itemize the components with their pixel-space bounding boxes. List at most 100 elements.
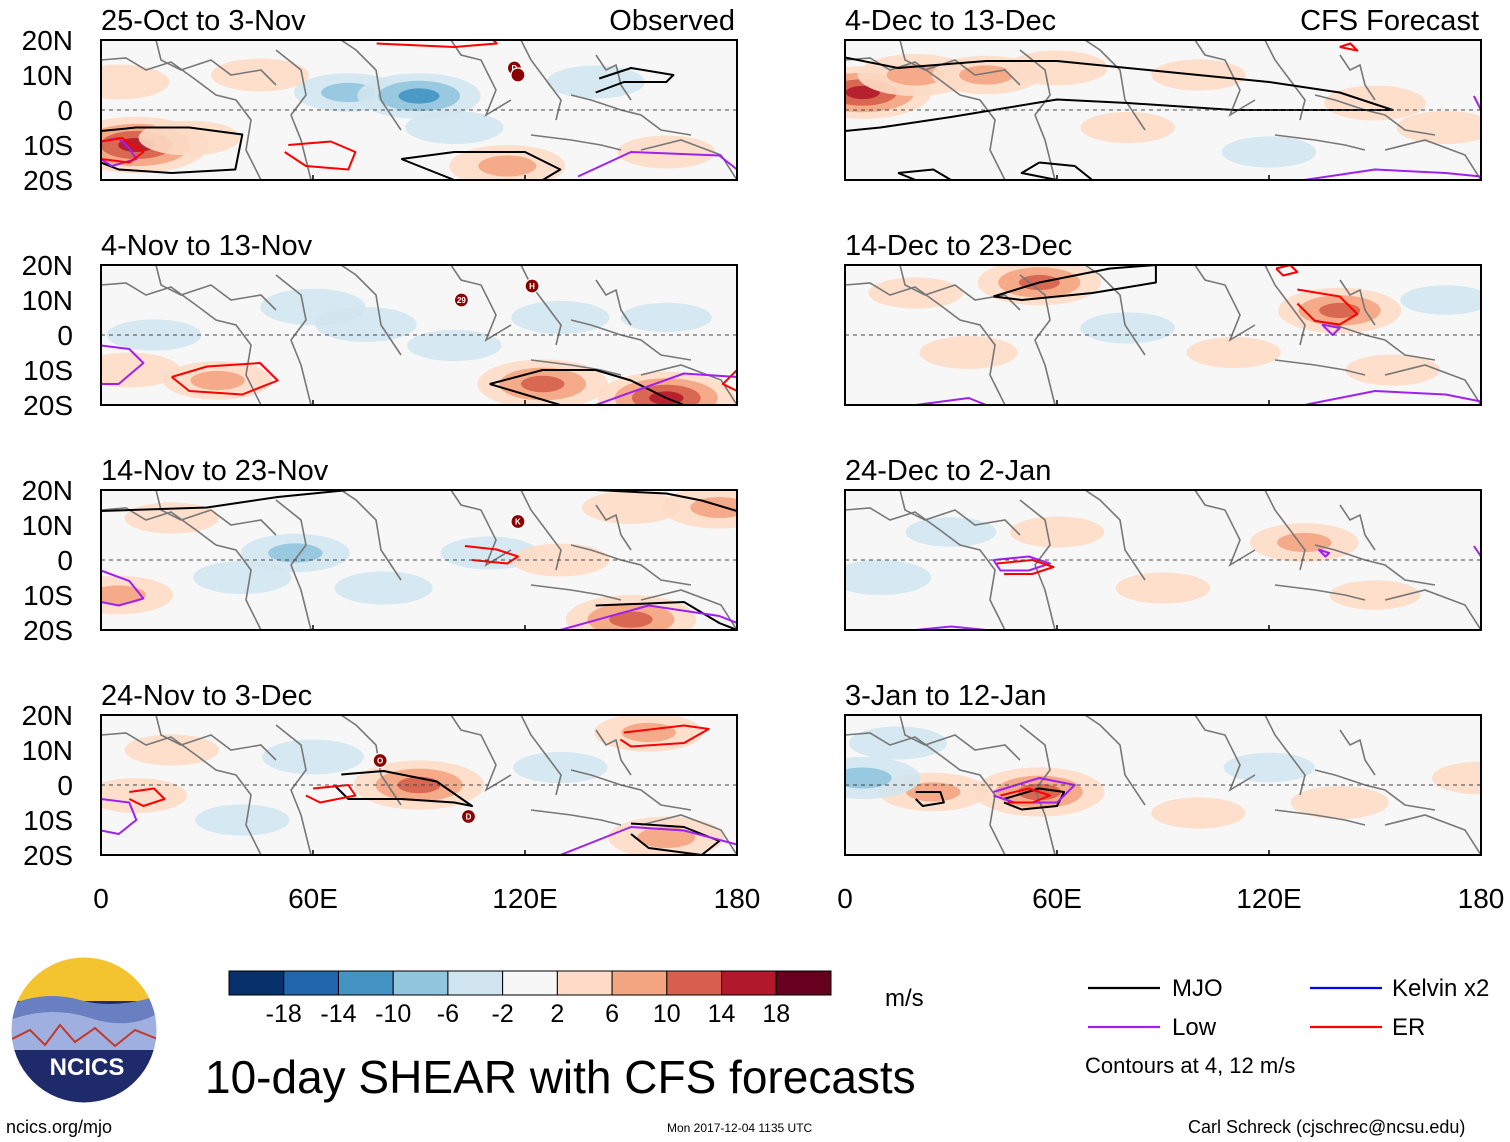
- shear-anomaly: [1400, 285, 1481, 315]
- shear-anomaly: [511, 301, 610, 334]
- colorbar-swatch: [611, 970, 668, 996]
- storm-marker: O: [372, 752, 388, 769]
- shear-anomaly: [478, 155, 537, 177]
- contour-mjo: [489, 369, 685, 405]
- footer-timestamp: Mon 2017-12-04 1135 UTC: [667, 1121, 813, 1135]
- contour-low: [1304, 390, 1481, 405]
- x-tick-label: 120E: [1236, 883, 1301, 914]
- contour-low: [993, 777, 1076, 804]
- contour-er: [305, 784, 357, 804]
- panel-period: 4-Dec to 13-Dec: [845, 5, 1056, 37]
- panel-frame: [100, 39, 738, 181]
- colorbar: -18 -14 -10 -6 -2 2 6 10 14 18: [228, 970, 832, 1028]
- y-tick-label: 10S: [23, 805, 73, 836]
- contour-low: [915, 397, 987, 405]
- y-tick-label: 20S: [23, 165, 73, 196]
- contour-mjo: [630, 822, 721, 855]
- figure-title: 10-day SHEAR with CFS forecasts: [205, 1051, 916, 1103]
- shear-anomaly: [1324, 85, 1426, 121]
- panel-frame: [844, 714, 1482, 856]
- contour-er: [101, 137, 145, 164]
- contour-er: [284, 140, 357, 171]
- colorbar-swatch: [775, 970, 832, 996]
- panel-tag: CFS Forecast: [1300, 5, 1479, 37]
- shear-anomaly: [609, 611, 653, 628]
- storm-code: K: [515, 518, 521, 527]
- shear-anomaly: [405, 111, 504, 144]
- y-tick-label: 20N: [22, 700, 73, 731]
- x-tick-label: 180: [1458, 883, 1505, 914]
- y-tick-label: 20N: [22, 25, 73, 56]
- storm-marker: D: [460, 808, 477, 825]
- panel-period: 14-Nov to 23-Nov: [101, 455, 329, 487]
- contour-er: [1000, 787, 1051, 804]
- y-tick-label: 10S: [23, 355, 73, 386]
- legend-label-low: Low: [1172, 1014, 1217, 1041]
- shear-anomaly: [1221, 136, 1317, 168]
- contour-mjo: [400, 151, 562, 180]
- map-panel: OD: [100, 714, 738, 856]
- contour-mjo: [1020, 161, 1094, 180]
- panel-frame: [844, 264, 1482, 406]
- colorbar-tick-label: 10: [653, 1000, 681, 1028]
- shear-anomaly: [520, 375, 565, 393]
- contour-mjo: [595, 67, 675, 94]
- shear-anomaly: [1223, 752, 1315, 783]
- contour-low: [560, 604, 737, 630]
- panel-period: 24-Nov to 3-Dec: [101, 680, 312, 712]
- x-tick-label: 180: [714, 883, 761, 914]
- contour-low: [1317, 548, 1331, 558]
- map-panel: [844, 714, 1482, 856]
- storm-code: H: [529, 282, 535, 291]
- x-tick-label: 0: [93, 883, 109, 914]
- shear-anomaly: [407, 329, 502, 362]
- panel-frame: [100, 714, 738, 856]
- y-tick-label: 0: [57, 95, 73, 126]
- storm-marker: K: [510, 513, 526, 530]
- contour-low: [101, 798, 138, 835]
- contour-low: [595, 372, 737, 405]
- shear-anomaly: [262, 739, 364, 775]
- shear-anomaly: [1290, 786, 1389, 819]
- map-panel: [844, 264, 1482, 406]
- contour-er: [376, 40, 498, 48]
- colorbar-swatch: [721, 970, 777, 996]
- shear-anomaly: [268, 543, 323, 563]
- y-tick-label: 20S: [23, 390, 73, 421]
- shear-anomaly: [315, 307, 417, 342]
- y-tick-label: 10N: [22, 285, 73, 316]
- shear-anomaly: [101, 585, 146, 605]
- ncics-logo: NCICS: [8, 954, 160, 1106]
- colorbar-tick-label: 18: [762, 1000, 790, 1028]
- storm-marker: 29: [453, 292, 469, 308]
- colorbar-tick-label: -10: [375, 1000, 411, 1028]
- shear-anomaly: [334, 571, 433, 605]
- shear-anomaly: [101, 352, 181, 388]
- shear-anomaly: [190, 370, 245, 391]
- colorbar-tick-label: -2: [492, 1000, 514, 1028]
- colorbar-swatch: [283, 970, 339, 996]
- map-panel: D: [100, 39, 738, 181]
- y-tick-label: 0: [57, 770, 73, 801]
- footer-url: ncics.org/mjo: [6, 1117, 113, 1137]
- x-tick-label: 60E: [1032, 883, 1082, 914]
- shear-anomaly: [637, 827, 696, 848]
- shear-anomaly: [1186, 336, 1281, 369]
- contour-low: [101, 569, 145, 607]
- colorbar-swatch: [502, 970, 558, 996]
- y-tick-label: 20N: [22, 250, 73, 281]
- shear-anomaly: [101, 64, 170, 100]
- shear-anomaly: [397, 776, 441, 794]
- map-panel: K: [100, 489, 738, 631]
- panel-frame: [100, 489, 738, 631]
- x-tick-label: 120E: [492, 883, 557, 914]
- panel-period: 14-Dec to 23-Dec: [845, 230, 1072, 262]
- contour-low: [1473, 95, 1481, 111]
- colorbar-tick-label: 14: [708, 1000, 736, 1028]
- contour-low: [992, 555, 1051, 572]
- colorbar-units: m/s: [885, 985, 924, 1012]
- map-panel: [844, 489, 1482, 631]
- contour-er: [619, 724, 710, 748]
- shear-anomaly: [1432, 761, 1481, 795]
- shear-anomaly: [886, 64, 945, 86]
